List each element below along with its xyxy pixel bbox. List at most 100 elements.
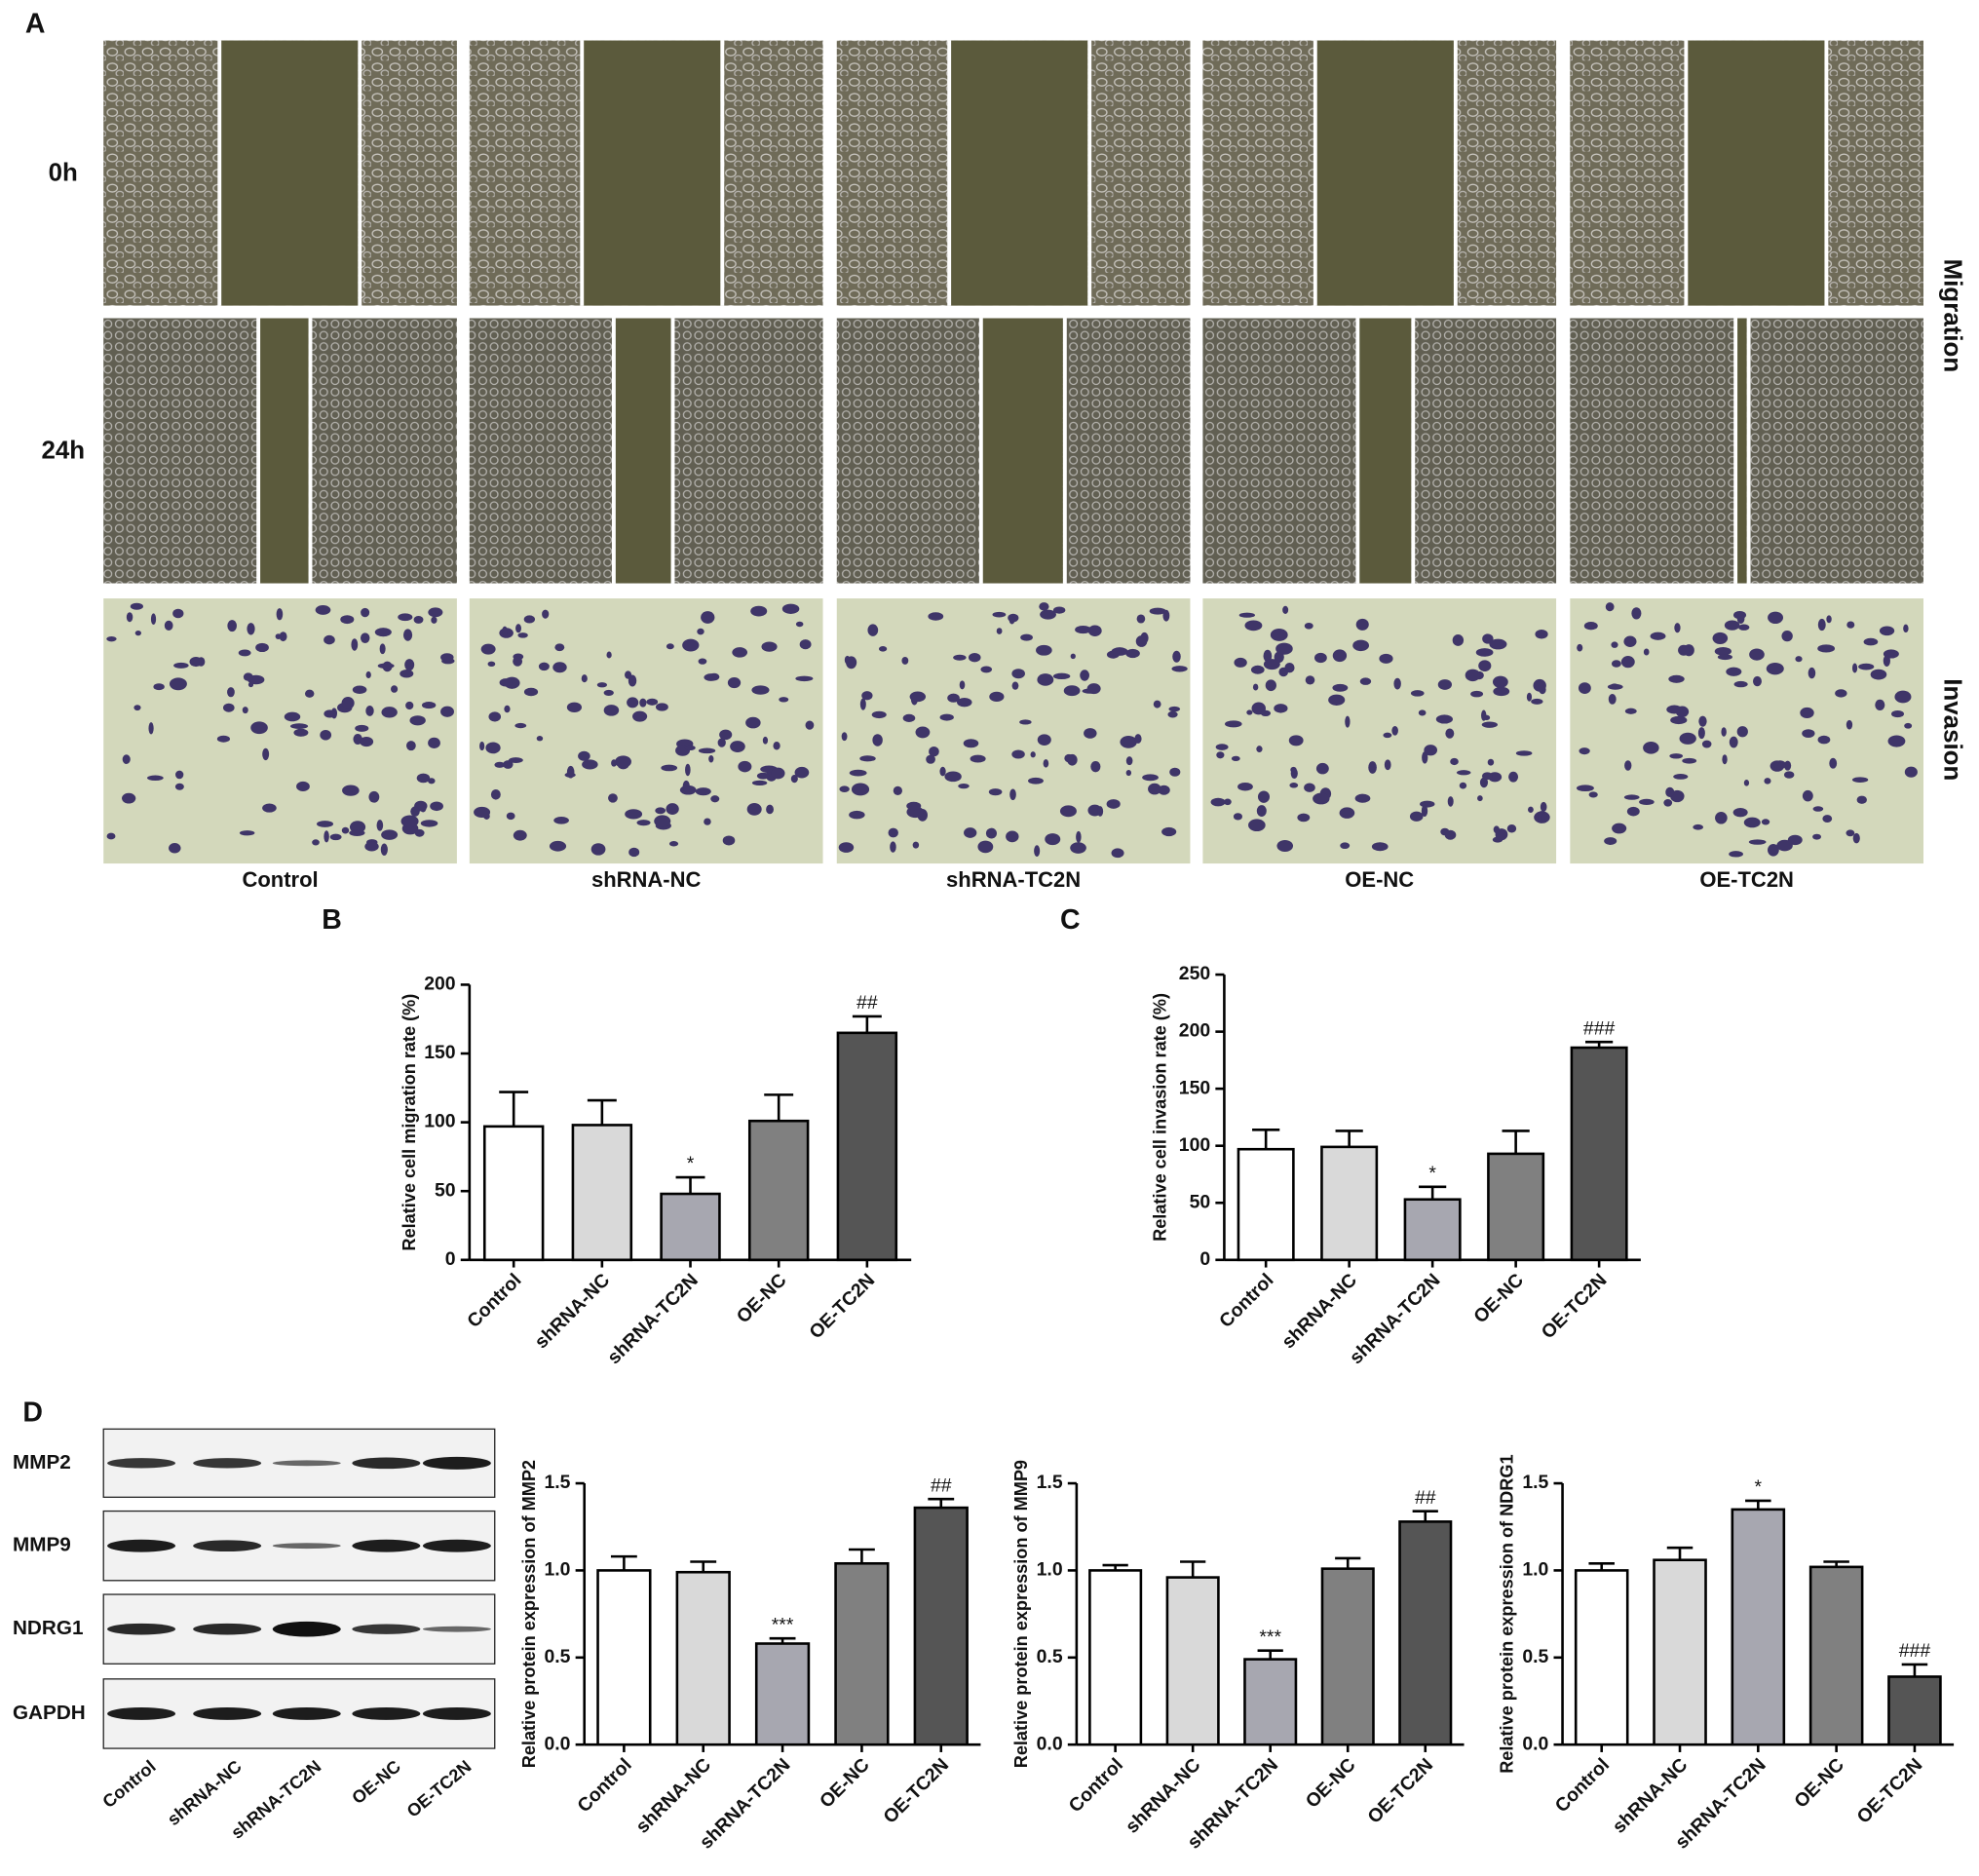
stained-cell — [440, 653, 454, 662]
stained-cell — [1846, 621, 1855, 629]
stained-cell — [1679, 732, 1696, 745]
stained-cell — [428, 607, 443, 618]
scratch-gap — [1735, 318, 1747, 584]
stained-cell — [1011, 669, 1025, 679]
stained-cell — [312, 839, 320, 846]
stained-cell — [1332, 649, 1348, 663]
stained-cell — [701, 611, 715, 624]
stained-cell — [1722, 754, 1728, 765]
lane-label: Control — [98, 1756, 159, 1812]
stained-cell — [255, 642, 269, 653]
stained-cell — [1355, 618, 1369, 631]
stained-cell — [1063, 685, 1081, 697]
stained-cell — [1237, 783, 1253, 791]
stained-cell — [625, 670, 632, 679]
stained-cell — [341, 826, 350, 834]
stained-cell — [939, 713, 954, 721]
stained-cell — [1420, 800, 1435, 808]
y-tick-label: 50 — [435, 1179, 456, 1201]
protein-label: NDRG1 — [13, 1617, 84, 1639]
stained-cell — [361, 607, 370, 618]
stained-cell — [293, 728, 309, 737]
x-tick-label: OE-NC — [1302, 1754, 1360, 1813]
stained-cell — [799, 639, 812, 650]
stained-cell — [1733, 680, 1748, 688]
y-tick-label: 1.0 — [544, 1559, 570, 1581]
stained-cell — [169, 843, 181, 854]
stained-cell — [381, 707, 398, 718]
stained-cell — [538, 662, 550, 671]
stained-cell — [130, 602, 143, 610]
blot-band — [422, 1539, 491, 1552]
stained-cell — [1481, 721, 1498, 728]
stained-cell — [1256, 746, 1263, 753]
stained-cell — [1224, 798, 1232, 806]
stained-cell — [1409, 811, 1424, 822]
stained-cell — [1045, 833, 1061, 846]
x-tick-label: OE-TC2N — [805, 1270, 879, 1344]
stained-cell — [1037, 734, 1051, 746]
stained-cell — [1736, 613, 1745, 625]
stained-cell — [1712, 632, 1729, 645]
stained-cell — [1027, 777, 1044, 785]
stained-cell — [380, 843, 388, 856]
stained-cell — [262, 747, 270, 761]
stained-cell — [1903, 624, 1909, 633]
stained-cell — [1248, 819, 1266, 832]
stained-cell — [1783, 760, 1792, 771]
stained-cell — [1904, 722, 1913, 729]
stained-cell — [1698, 715, 1707, 727]
stained-cell — [1422, 751, 1428, 764]
stained-cell — [1717, 654, 1732, 661]
stained-cell — [250, 721, 268, 735]
stained-cell — [654, 815, 671, 827]
stained-cell — [781, 603, 800, 614]
gap-edge — [1062, 318, 1067, 584]
stained-cell — [1894, 690, 1912, 704]
stained-cell — [227, 687, 235, 698]
stained-cell — [698, 747, 716, 754]
stained-cell — [1639, 798, 1655, 805]
stained-cell — [243, 672, 253, 681]
stained-cell — [761, 641, 778, 652]
stained-cell — [1313, 652, 1327, 664]
gap-edge — [358, 40, 362, 306]
stained-cell — [1478, 660, 1492, 671]
stained-cell — [958, 783, 970, 789]
stained-cell — [1418, 709, 1427, 716]
stained-cell — [1030, 751, 1036, 758]
stained-cell — [1075, 625, 1091, 634]
stained-cell — [1161, 826, 1177, 837]
stained-cell — [368, 790, 380, 803]
stained-cell — [1421, 804, 1428, 818]
stained-cell — [1493, 825, 1500, 834]
stained-cell — [727, 677, 742, 689]
stained-cell — [1111, 848, 1124, 859]
bar — [1320, 1145, 1379, 1262]
bar — [1237, 1147, 1295, 1262]
stained-cell — [1011, 681, 1019, 690]
stained-cell — [1863, 637, 1879, 646]
stained-cell — [440, 706, 454, 717]
stained-cell — [666, 803, 679, 815]
blot-band — [272, 1460, 341, 1467]
stained-cell — [400, 815, 419, 828]
stained-cell — [1465, 669, 1481, 682]
stained-cell — [795, 621, 804, 628]
stained-cell — [323, 830, 329, 843]
gap-edge — [611, 318, 616, 584]
stained-cell — [513, 656, 523, 667]
stained-cell — [1482, 633, 1494, 644]
stained-cell — [751, 685, 770, 695]
stained-cell — [1168, 706, 1181, 712]
bar — [834, 1561, 890, 1746]
stained-cell — [708, 755, 714, 763]
stained-cell — [1531, 698, 1543, 705]
x-tick-label: Control — [463, 1270, 525, 1332]
stained-cell — [341, 697, 355, 709]
stained-cell — [323, 634, 335, 645]
stained-cell — [1043, 759, 1049, 768]
stained-cell — [474, 806, 491, 819]
stained-cell — [756, 772, 770, 780]
y-tick-label: 0.5 — [544, 1646, 570, 1667]
